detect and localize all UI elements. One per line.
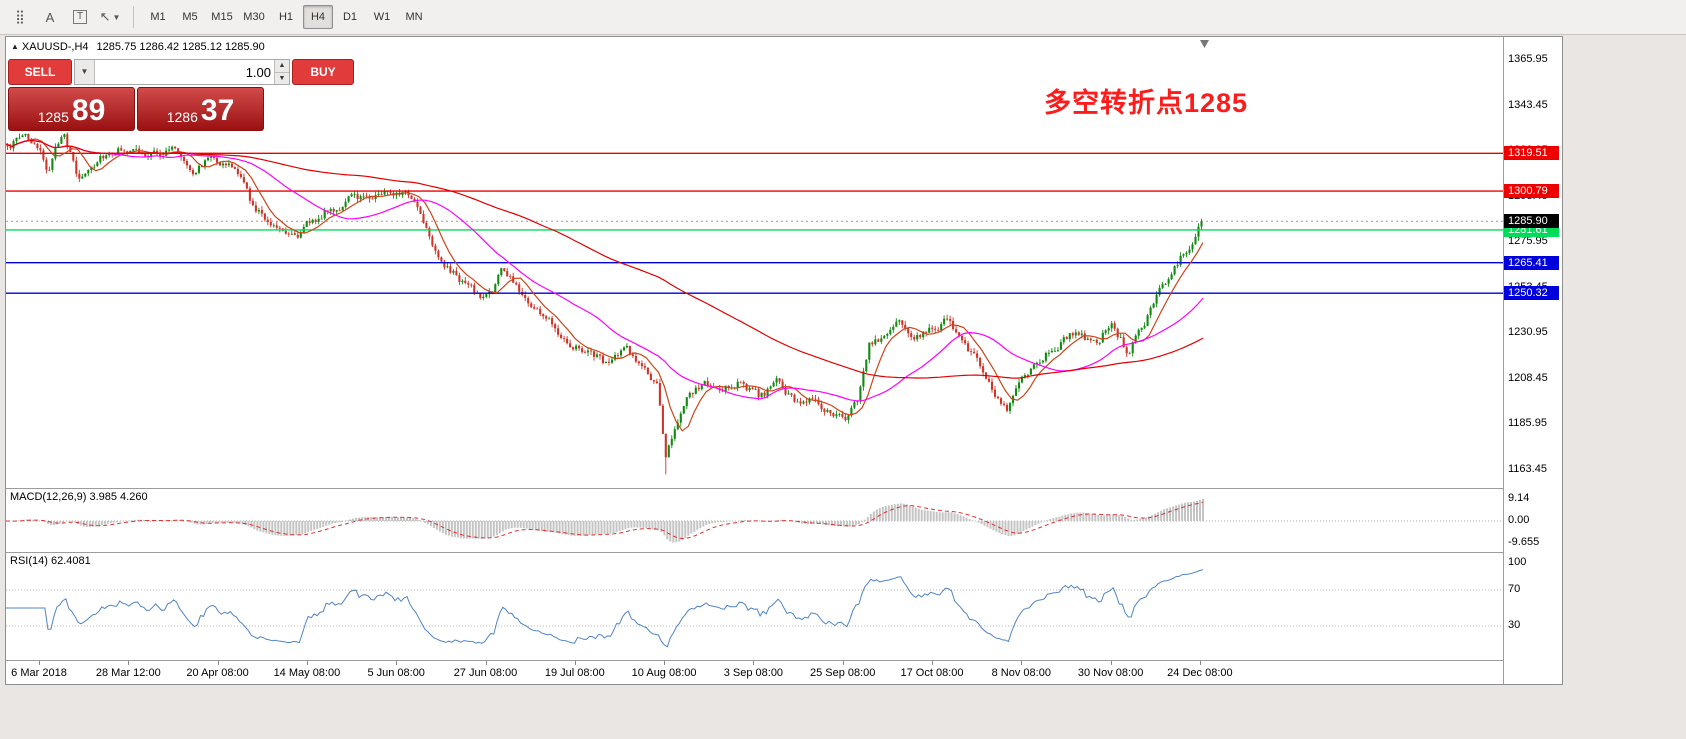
rsi-indicator[interactable] [6, 552, 1503, 660]
volume-input[interactable] [95, 60, 274, 84]
chart-annotation-text: 多空转折点1285 [1044, 88, 1249, 118]
timeframe-button-m5[interactable]: M5 [175, 5, 205, 29]
time-tick [128, 661, 130, 665]
sell-button[interactable]: SELL [8, 59, 72, 85]
time-axis-label: 3 Sep 08:00 [723, 667, 784, 679]
symbol-label: XAUUSD-,H4 [21, 41, 89, 53]
time-axis-label: 17 Oct 08:00 [900, 667, 964, 679]
time-tick [842, 661, 844, 665]
draw-objects-glyph: ↖ [99, 9, 111, 24]
candlestick-chart[interactable] [6, 37, 1503, 488]
toolbar-separator [133, 6, 134, 28]
bid-pips-digits: 89 [71, 94, 106, 127]
bid-price-display[interactable]: 1285 89 [8, 87, 135, 131]
objects-grid-icon[interactable]: ⣿ [6, 5, 34, 29]
time-tick [485, 661, 487, 665]
one-click-trading-panel: SELL ▼ ▲▼ BUY 1285 89 1286 37 [8, 59, 354, 131]
macd-label: MACD(12,26,9) 3.985 4.260 [10, 491, 148, 503]
draw-objects-icon[interactable]: ↖ ▼ [96, 5, 124, 29]
rsi-label: RSI(14) 62.4081 [10, 555, 91, 567]
time-axis: 6 Mar 2018 28 Mar 12:00 20 Apr 08:00 14 May… [6, 660, 1503, 684]
text-label-icon[interactable]: A [36, 5, 64, 29]
ask-main-digits: 1286 [166, 109, 198, 125]
macd-axis-label: 9.14 [1508, 492, 1530, 504]
time-axis-label: 30 Nov 08:00 [1077, 667, 1144, 679]
time-axis-label: 25 Sep 08:00 [809, 667, 876, 679]
timeframe-button-w1[interactable]: W1 [367, 5, 397, 29]
time-tick [753, 661, 755, 665]
dropdown-caret-icon: ▼ [112, 12, 121, 22]
rsi-axis-label: 100 [1508, 556, 1527, 568]
ohlc-values: 1285.75 1286.42 1285.12 1285.90 [96, 41, 265, 53]
time-tick [1199, 661, 1201, 665]
price-axis-label: 1230.95 [1508, 326, 1548, 339]
price-axis: 1365.951343.451320.951298.451275.951253.… [1503, 37, 1562, 684]
rsi-axis-label: 30 [1508, 619, 1521, 631]
symbol-triangle-icon: ▲ [11, 42, 19, 51]
price-axis-label: 1185.95 [1508, 417, 1547, 430]
time-tick [574, 661, 576, 665]
time-axis-label: 5 Jun 08:00 [367, 667, 425, 679]
volume-dropdown-icon[interactable]: ▼ [75, 60, 95, 84]
time-tick [1021, 661, 1023, 665]
toolbar: ⣿ A T ↖ ▼ M1 M5 M15 M30 H1 H4 D1 W1 MN [0, 0, 1686, 35]
spin-down-icon[interactable]: ▼ [275, 71, 289, 84]
macd-axis-label: -9.655 [1508, 536, 1540, 548]
time-axis-label: 28 Mar 12:00 [95, 667, 161, 679]
macd-axis-label: 0.00 [1508, 514, 1530, 526]
time-axis-label: 19 Jul 08:00 [544, 667, 605, 679]
chart-plot-region: ▲ XAUUSD-,H4 1285.75 1286.42 1285.12 1285.… [6, 37, 1503, 684]
timeframe-button-h4[interactable]: H4 [303, 5, 333, 29]
price-axis-label: 1343.45 [1508, 98, 1548, 111]
price-line-badge: 1250.32 [1504, 286, 1559, 301]
price-axis-label: 1365.95 [1508, 53, 1548, 66]
volume-spinner[interactable]: ▲ ▼ [274, 60, 289, 84]
text-box-glyph: T [72, 10, 88, 24]
text-box-icon[interactable]: T [66, 5, 94, 29]
time-tick [217, 661, 219, 665]
time-axis-label: 8 Nov 08:00 [991, 667, 1051, 679]
price-axis-label: 1163.45 [1508, 462, 1547, 475]
time-tick [932, 661, 933, 665]
time-axis-label: 10 Aug 08:00 [631, 667, 697, 679]
time-axis-label: 6 Mar 2018 [11, 667, 67, 679]
current-price-badge: 1285.90 [1504, 214, 1559, 229]
time-axis-label: 14 May 08:00 [273, 667, 341, 679]
volume-control[interactable]: ▼ ▲▼ [74, 59, 290, 85]
timeframe-button-mn[interactable]: MN [399, 5, 429, 29]
timeframe-button-m30[interactable]: M30 [239, 5, 269, 29]
timeframe-button-d1[interactable]: D1 [335, 5, 365, 29]
price-line-badge: 1319.51 [1504, 146, 1559, 161]
ask-pips-digits: 37 [200, 94, 235, 127]
time-axis-label: 20 Apr 08:00 [186, 667, 249, 679]
price-axis-label: 1208.45 [1508, 371, 1548, 384]
chart-symbol-header: ▲ XAUUSD-,H4 1285.75 1286.42 1285.12 1285.… [11, 41, 265, 53]
time-tick [39, 661, 40, 665]
chart-shift-marker [1200, 40, 1209, 48]
spin-up-icon[interactable]: ▲ [275, 60, 289, 72]
rsi-axis-label: 70 [1508, 583, 1521, 595]
price-line-badge: 1265.41 [1504, 255, 1559, 270]
buy-button[interactable]: BUY [292, 59, 354, 85]
timeframe-button-m15[interactable]: M15 [207, 5, 237, 29]
price-axis-label: 1275.95 [1508, 235, 1548, 248]
price-line-badge: 1300.79 [1504, 184, 1559, 199]
ask-price-display[interactable]: 1286 37 [137, 87, 264, 131]
bid-main-digits: 1285 [37, 109, 69, 125]
time-tick [396, 661, 398, 665]
time-tick [1110, 661, 1112, 665]
time-tick [306, 661, 308, 665]
timeframe-toolbar: M1 M5 M15 M30 H1 H4 D1 W1 MN [143, 5, 429, 29]
time-axis-label: 24 Dec 08:00 [1167, 667, 1233, 679]
chart-window: ▲ XAUUSD-,H4 1285.75 1286.42 1285.12 1285.… [5, 36, 1563, 685]
macd-indicator[interactable] [6, 488, 1503, 552]
time-axis-label: 27 Jun 08:00 [453, 667, 518, 679]
timeframe-button-m1[interactable]: M1 [143, 5, 173, 29]
time-tick [664, 661, 666, 665]
timeframe-button-h1[interactable]: H1 [271, 5, 301, 29]
